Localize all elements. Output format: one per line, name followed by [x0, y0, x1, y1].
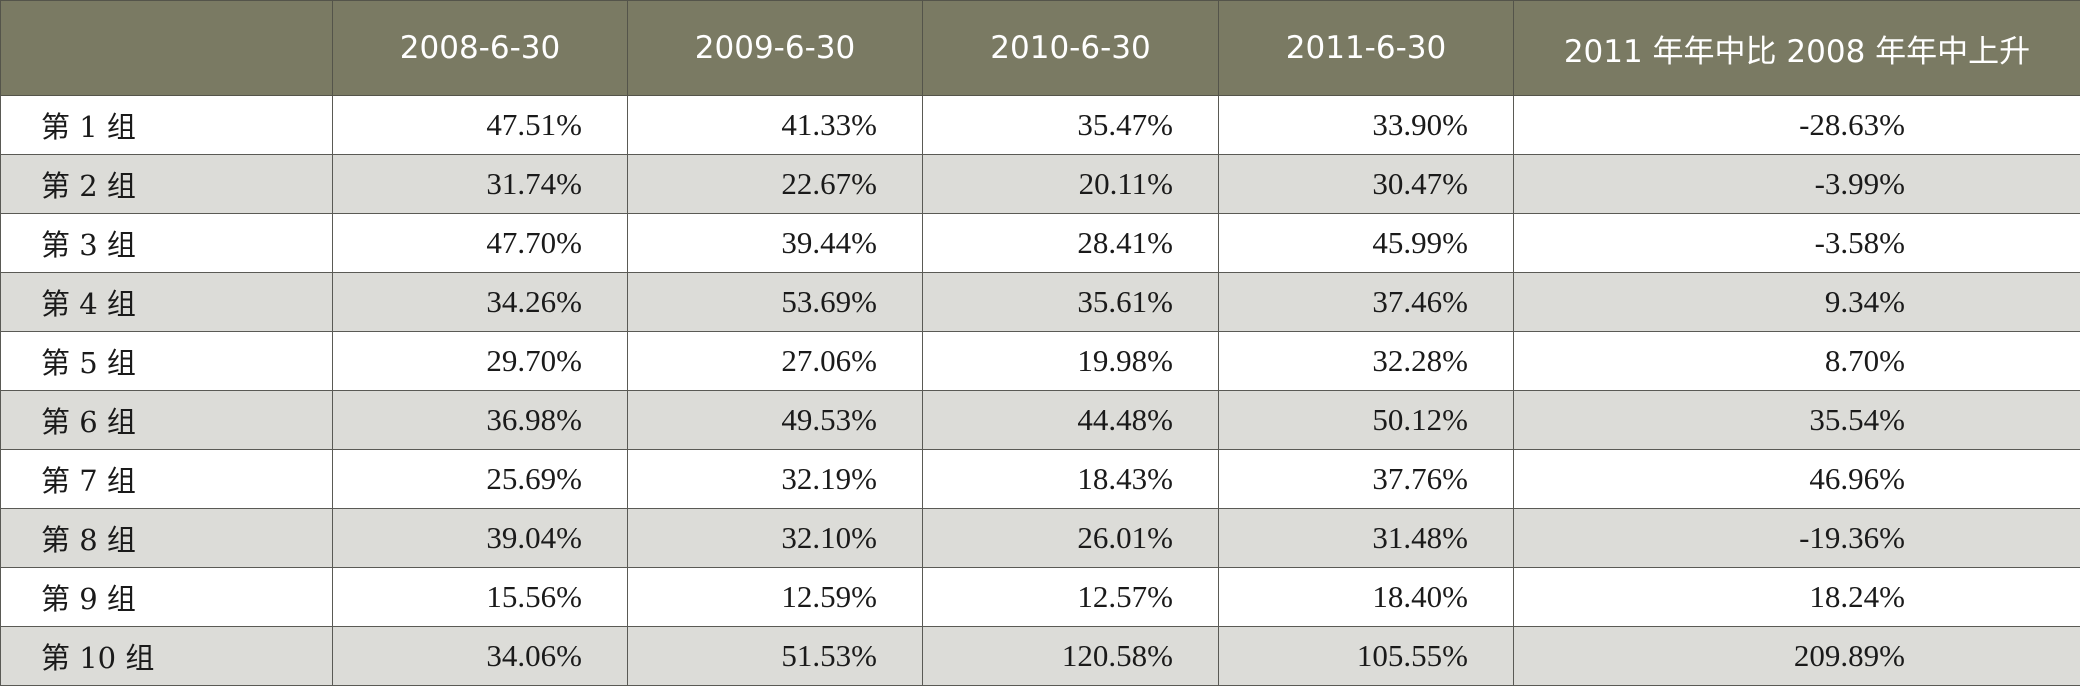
- value-cell: 39.04%: [332, 508, 628, 568]
- table-body: 第 1 组 47.51% 41.33% 35.47% 33.90% -28.63% 第 2 …: [0, 95, 2080, 686]
- value-cell: 8.70%: [1513, 331, 2080, 391]
- value-cell: -3.58%: [1513, 213, 2080, 273]
- value-cell: -3.99%: [1513, 154, 2080, 214]
- value-cell: 37.76%: [1218, 449, 1514, 509]
- value-cell: 209.89%: [1513, 626, 2080, 686]
- value-cell: 31.74%: [332, 154, 628, 214]
- value-cell: 34.26%: [332, 272, 628, 332]
- table-row: 第 5 组 29.70% 27.06% 19.98% 32.28% 8.70%: [0, 331, 2080, 391]
- row-label: 第 1 组: [0, 95, 333, 155]
- row-label: 第 10 组: [0, 626, 333, 686]
- value-cell: 50.12%: [1218, 390, 1514, 450]
- value-cell: 34.06%: [332, 626, 628, 686]
- value-cell: 35.47%: [922, 95, 1219, 155]
- value-cell: -19.36%: [1513, 508, 2080, 568]
- value-cell: 33.90%: [1218, 95, 1514, 155]
- row-label: 第 2 组: [0, 154, 333, 214]
- value-cell: 32.10%: [627, 508, 923, 568]
- table-row: 第 7 组 25.69% 32.19% 18.43% 37.76% 46.96%: [0, 449, 2080, 509]
- table-row: 第 10 组 34.06% 51.53% 120.58% 105.55% 209.89%: [0, 626, 2080, 686]
- value-cell: 49.53%: [627, 390, 923, 450]
- value-cell: 15.56%: [332, 567, 628, 627]
- header-row: 2008-6-30 2009-6-30 2010-6-30 2011-6-30 …: [0, 0, 2080, 96]
- value-cell: 120.58%: [922, 626, 1219, 686]
- value-cell: 29.70%: [332, 331, 628, 391]
- value-cell: 51.53%: [627, 626, 923, 686]
- table-row: 第 9 组 15.56% 12.59% 12.57% 18.40% 18.24%: [0, 567, 2080, 627]
- value-cell: 28.41%: [922, 213, 1219, 273]
- value-cell: 31.48%: [1218, 508, 1514, 568]
- value-cell: 36.98%: [332, 390, 628, 450]
- value-cell: 18.24%: [1513, 567, 2080, 627]
- value-cell: 27.06%: [627, 331, 923, 391]
- table-row: 第 1 组 47.51% 41.33% 35.47% 33.90% -28.63%: [0, 95, 2080, 155]
- table-row: 第 6 组 36.98% 49.53% 44.48% 50.12% 35.54%: [0, 390, 2080, 450]
- value-cell: 26.01%: [922, 508, 1219, 568]
- value-cell: 45.99%: [1218, 213, 1514, 273]
- value-cell: 20.11%: [922, 154, 1219, 214]
- header-cell-2008: 2008-6-30: [332, 0, 628, 96]
- value-cell: 18.40%: [1218, 567, 1514, 627]
- row-label: 第 9 组: [0, 567, 333, 627]
- row-label: 第 6 组: [0, 390, 333, 450]
- table-row: 第 3 组 47.70% 39.44% 28.41% 45.99% -3.58%: [0, 213, 2080, 273]
- value-cell: 12.57%: [922, 567, 1219, 627]
- table-header: 2008-6-30 2009-6-30 2010-6-30 2011-6-30 …: [0, 0, 2080, 96]
- value-cell: 53.69%: [627, 272, 923, 332]
- header-cell-2011: 2011-6-30: [1218, 0, 1514, 96]
- value-cell: 18.43%: [922, 449, 1219, 509]
- value-cell: 32.28%: [1218, 331, 1514, 391]
- header-cell-2010: 2010-6-30: [922, 0, 1219, 96]
- value-cell: 35.54%: [1513, 390, 2080, 450]
- table-row: 第 2 组 31.74% 22.67% 20.11% 30.47% -3.99%: [0, 154, 2080, 214]
- value-cell: 47.51%: [332, 95, 628, 155]
- row-label: 第 7 组: [0, 449, 333, 509]
- header-cell-change: 2011 年年中比 2008 年年中上升: [1513, 0, 2080, 96]
- value-cell: 30.47%: [1218, 154, 1514, 214]
- header-cell-corner: [0, 0, 333, 96]
- value-cell: 25.69%: [332, 449, 628, 509]
- row-label: 第 8 组: [0, 508, 333, 568]
- value-cell: 32.19%: [627, 449, 923, 509]
- table-row: 第 4 组 34.26% 53.69% 35.61% 37.46% 9.34%: [0, 272, 2080, 332]
- value-cell: 19.98%: [922, 331, 1219, 391]
- row-label: 第 5 组: [0, 331, 333, 391]
- table-row: 第 8 组 39.04% 32.10% 26.01% 31.48% -19.36%: [0, 508, 2080, 568]
- value-cell: 12.59%: [627, 567, 923, 627]
- value-cell: 37.46%: [1218, 272, 1514, 332]
- value-cell: 39.44%: [627, 213, 923, 273]
- value-cell: 9.34%: [1513, 272, 2080, 332]
- header-cell-2009: 2009-6-30: [627, 0, 923, 96]
- value-cell: 47.70%: [332, 213, 628, 273]
- value-cell: 35.61%: [922, 272, 1219, 332]
- value-cell: 105.55%: [1218, 626, 1514, 686]
- value-cell: 46.96%: [1513, 449, 2080, 509]
- value-cell: 44.48%: [922, 390, 1219, 450]
- row-label: 第 4 组: [0, 272, 333, 332]
- value-cell: 41.33%: [627, 95, 923, 155]
- value-cell: 22.67%: [627, 154, 923, 214]
- row-label: 第 3 组: [0, 213, 333, 273]
- value-cell: -28.63%: [1513, 95, 2080, 155]
